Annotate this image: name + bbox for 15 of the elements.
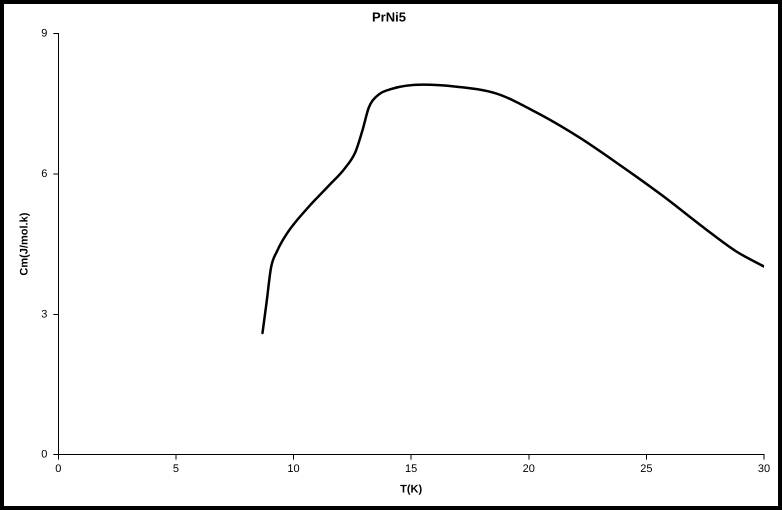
y-tick-label: 0	[41, 448, 48, 461]
x-axis-title: T(K)	[400, 483, 422, 496]
x-tick-label: 10	[287, 463, 300, 476]
x-tick-label: 30	[758, 463, 770, 476]
chart-title: PrNi5	[372, 9, 406, 24]
y-tick-label: 6	[41, 168, 48, 180]
y-axis-title: Cm(J/mol.k)	[18, 212, 31, 276]
x-tick-label: 25	[640, 463, 653, 476]
x-tick-label: 0	[55, 463, 62, 476]
line-series	[261, 83, 764, 334]
y-tick-label: 3	[41, 308, 48, 320]
x-tick-label: 15	[405, 463, 418, 476]
x-tick-label: 5	[172, 463, 179, 476]
x-tick-label: 20	[522, 463, 535, 476]
y-tick-label: 9	[41, 28, 48, 40]
